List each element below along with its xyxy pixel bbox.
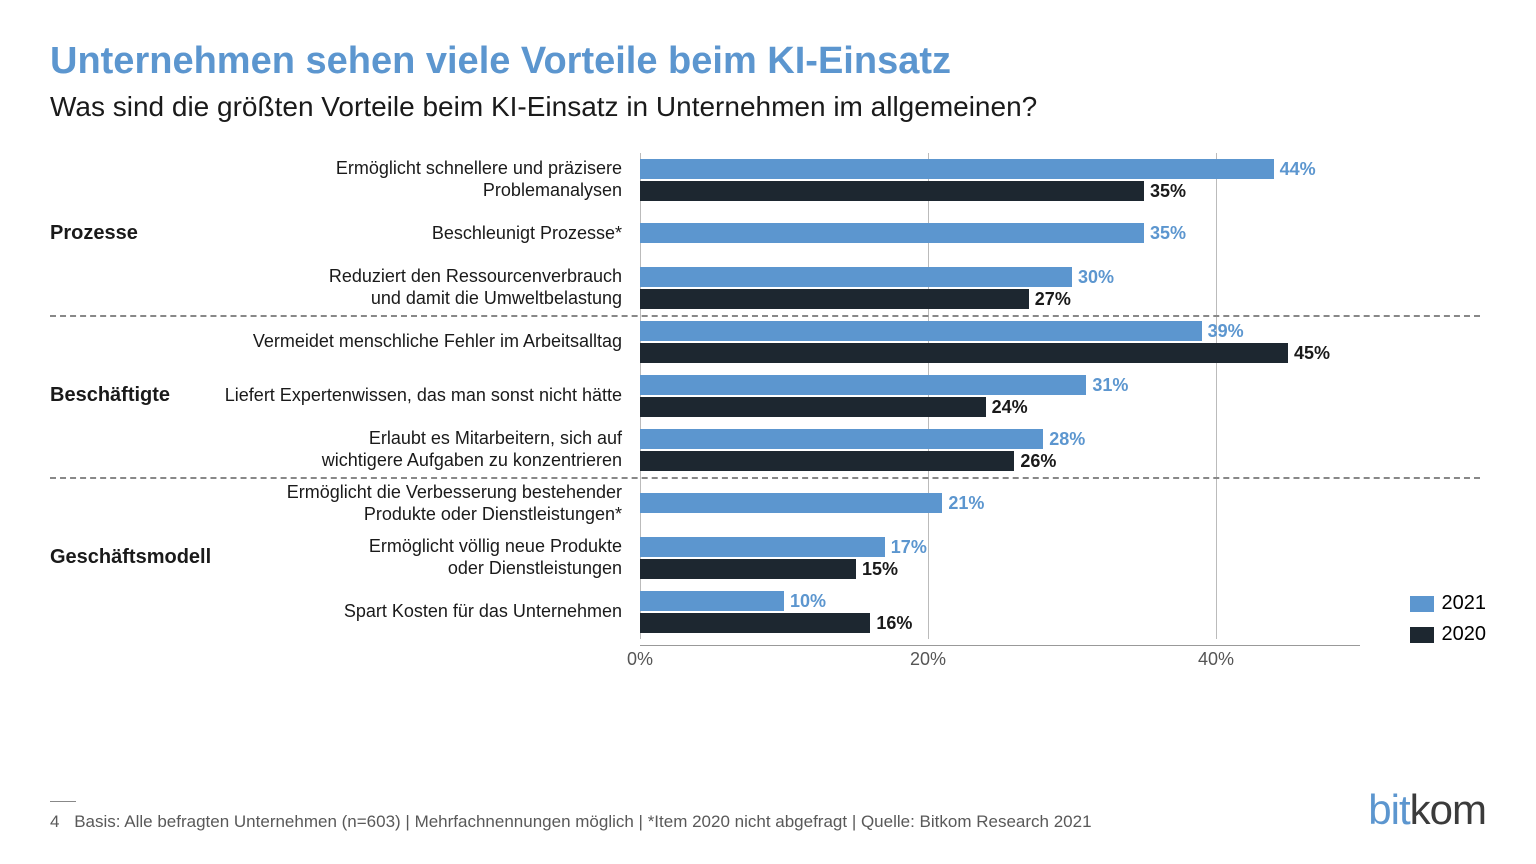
bar-2021: 35% — [640, 223, 1144, 243]
legend-item: 2021 — [1410, 592, 1487, 615]
category-label: Beschäftigte — [50, 384, 170, 407]
legend-item: 2020 — [1410, 623, 1487, 646]
bar-2020: 15% — [640, 559, 856, 579]
bitkom-logo: bitkom — [1368, 786, 1486, 834]
bar-2021: 44% — [640, 159, 1274, 179]
bar-item-label: Ermöglicht schnellere und präzisereProbl… — [215, 158, 640, 201]
bar-item-label: Vermeidet menschliche Fehler im Arbeitsa… — [215, 331, 640, 353]
axis-tick-label: 20% — [910, 649, 946, 670]
slide-title: Unternehmen sehen viele Vorteile beim KI… — [50, 40, 1486, 83]
footer-text: Basis: Alle befragten Unternehmen (n=603… — [74, 812, 1091, 831]
footer-note: 4 Basis: Alle befragten Unternehmen (n=6… — [50, 801, 1092, 832]
bar-item-label: Spart Kosten für das Unternehmen — [215, 601, 640, 623]
axis-tick-label: 40% — [1198, 649, 1234, 670]
bar-2020: 26% — [640, 451, 1014, 471]
group-divider — [50, 477, 1480, 479]
legend: 2021 2020 — [1410, 592, 1487, 654]
chart-container: Prozesse Beschäftigte Geschäftsmodell Ermö… — [50, 153, 1486, 675]
bar-2021: 30% — [640, 267, 1072, 287]
bar-2021: 39% — [640, 321, 1202, 341]
bar-item-label: Beschleunigt Prozesse* — [215, 223, 640, 245]
category-label: Geschäftsmodell — [50, 546, 211, 569]
axis-tick-label: 0% — [627, 649, 653, 670]
bar-2020: 16% — [640, 613, 870, 633]
bar-2020: 27% — [640, 289, 1029, 309]
bar-2020: 45% — [640, 343, 1288, 363]
bar-2020: 35% — [640, 181, 1144, 201]
bar-2021: 17% — [640, 537, 885, 557]
bar-2021: 10% — [640, 591, 784, 611]
category-label: Prozesse — [50, 222, 138, 245]
bar-item-label: Liefert Expertenwissen, das man sonst ni… — [215, 385, 640, 407]
bar-2021: 21% — [640, 493, 942, 513]
bar-2021: 28% — [640, 429, 1043, 449]
group-divider — [50, 315, 1480, 317]
bar-2020: 24% — [640, 397, 986, 417]
page-number: 4 — [50, 812, 59, 831]
bar-item-label: Ermöglicht die Verbesserung bestehenderP… — [215, 482, 640, 525]
bar-item-label: Reduziert den Ressourcenverbrauchund dam… — [215, 266, 640, 309]
bar-2021: 31% — [640, 375, 1086, 395]
bar-item-label: Erlaubt es Mitarbeitern, sich aufwichtig… — [215, 428, 640, 471]
slide-subtitle: Was sind die größten Vorteile beim KI-Ei… — [50, 91, 1486, 123]
bar-item-label: Ermöglicht völlig neue Produkteoder Dien… — [215, 536, 640, 579]
